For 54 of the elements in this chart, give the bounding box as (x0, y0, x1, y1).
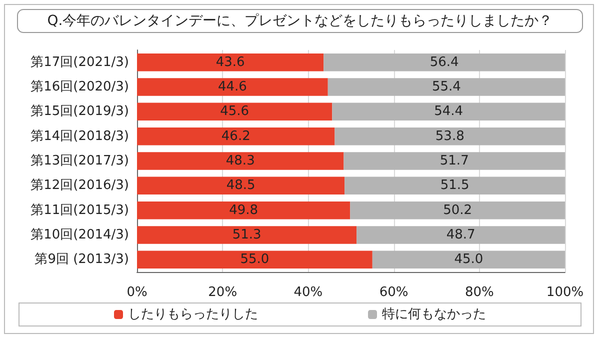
text: 45.0 (454, 252, 484, 268)
x-tick-label: 40% (294, 285, 323, 300)
y-tick-label: 第9回 (2013/3) (34, 252, 129, 268)
y-tick-label: 第16回(2020/3) (30, 80, 129, 94)
text: 55.4 (432, 80, 461, 94)
y-tick-label: 第13回(2017/3) (30, 154, 129, 168)
x-tick-label: 100% (546, 285, 584, 300)
bar (324, 53, 565, 72)
text: 49.8 (229, 202, 258, 218)
text: 51.5 (440, 178, 470, 194)
bar (137, 53, 324, 72)
text: 50.2 (443, 202, 472, 218)
bar (137, 176, 345, 195)
x-tick-label: 60% (379, 285, 408, 300)
text: 51.3 (232, 228, 262, 242)
text: 44.6 (218, 80, 247, 94)
y-tick-label: 第12回(2016/3) (30, 178, 129, 194)
bar (350, 201, 565, 220)
x-tick-label: 20% (208, 285, 238, 300)
y-tick-label: 第11回(2015/3) (30, 202, 129, 218)
x-tick-label: 80% (464, 285, 494, 300)
bar (137, 201, 350, 220)
y-tick-label: 第17回(2021/3) (30, 54, 129, 70)
text: 56.4 (430, 54, 459, 70)
bar (334, 127, 565, 146)
text: 43.6 (216, 54, 245, 70)
bar (137, 152, 344, 170)
bar (137, 226, 357, 244)
text: 48.5 (226, 178, 256, 194)
bar (344, 152, 565, 170)
chart-title: Q.今年のバレンタインデーに、プレゼントなどをしたりもらったりしましたか？ (47, 13, 553, 29)
text: 54.4 (434, 104, 464, 120)
text: 48.7 (446, 228, 476, 242)
bar (137, 102, 332, 121)
legend-label: 特に何もなかった (382, 307, 486, 322)
bar (344, 176, 565, 195)
y-tick-label: 第14回(2018/3) (30, 128, 129, 144)
text: 53.8 (435, 128, 464, 144)
bar (372, 250, 565, 269)
bar (137, 250, 372, 269)
y-tick-label: 第15回(2019/3) (30, 104, 129, 120)
text: 55.0 (240, 252, 270, 268)
bar (137, 127, 335, 146)
legend-label: したりもらったりした (128, 307, 258, 322)
text: 51.7 (440, 154, 469, 168)
text: 48.3 (226, 154, 255, 168)
bar (356, 226, 565, 244)
text: 46.2 (221, 128, 250, 144)
bar (328, 78, 565, 96)
bar (137, 78, 328, 96)
x-tick-label: 0% (126, 285, 148, 300)
y-tick-label: 第10回(2014/3) (30, 228, 129, 242)
text: 45.6 (220, 104, 250, 120)
bar (332, 102, 565, 121)
